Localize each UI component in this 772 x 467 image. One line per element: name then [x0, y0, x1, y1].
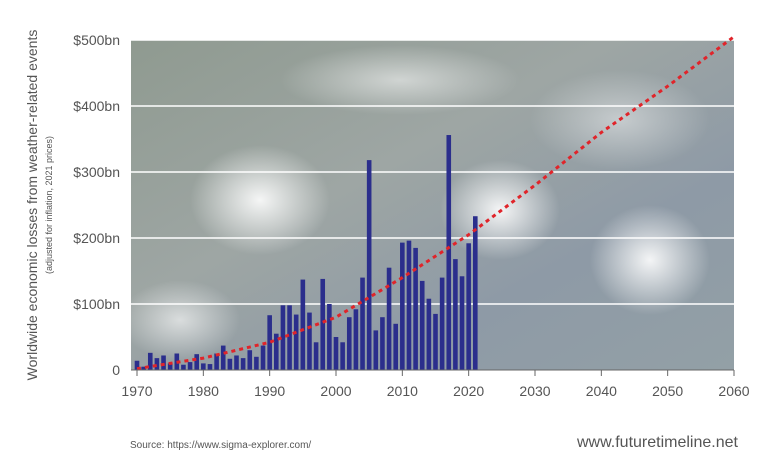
bar-2010 [400, 242, 405, 370]
bar-1981 [207, 364, 213, 370]
bar-2006 [373, 330, 379, 370]
bar-2020 [466, 243, 471, 370]
bar-2012 [413, 247, 418, 370]
bar-1993 [287, 305, 292, 370]
bar-2018 [453, 259, 458, 370]
x-tick-label: 2060 [718, 383, 749, 399]
bar-2007 [380, 317, 385, 370]
bar-1995 [300, 279, 306, 370]
bar-1975 [167, 363, 173, 370]
bar-1970 [134, 360, 140, 370]
bar-2014 [426, 298, 432, 370]
bar-1986 [240, 358, 246, 370]
source-note: Source: https://www.sigma-explorer.com/ [130, 440, 312, 451]
bar-2000 [333, 337, 339, 370]
bar-1980 [201, 363, 206, 370]
bar-2013 [419, 280, 425, 370]
bar-1985 [234, 355, 239, 370]
x-tick-label: 2000 [320, 383, 351, 399]
bar-1994 [293, 314, 299, 370]
y-tick-label: $300bn [73, 164, 120, 180]
x-tick-label: 2030 [519, 383, 550, 399]
x-tick-label: 2010 [387, 383, 418, 399]
bar-1991 [274, 333, 279, 370]
bar-2004 [360, 277, 365, 370]
y-axis-subtitle: (adjusted for inflation, 2021 prices) [44, 136, 54, 274]
y-tick-label: 0 [112, 362, 120, 378]
bar-1996 [307, 312, 312, 370]
bar-2001 [340, 342, 345, 370]
bar-2019 [459, 276, 465, 370]
bar-1999 [327, 304, 332, 370]
x-tick-label: 2050 [652, 383, 683, 399]
bar-1982 [214, 353, 219, 370]
site-name: www.futuretimeline.net [577, 434, 738, 451]
y-tick-label: $100bn [73, 296, 120, 312]
y-tick-label: $400bn [73, 98, 120, 114]
bar-2016 [439, 277, 445, 370]
bar-1978 [187, 362, 193, 370]
bar-2009 [393, 323, 398, 370]
bar-2021 [473, 216, 478, 370]
bar-1990 [267, 315, 272, 370]
bar-1989 [260, 345, 266, 370]
satellite-background [120, 40, 734, 370]
y-axis-title: Worldwide economic losses from weather-r… [24, 30, 40, 381]
bar-1997 [313, 342, 319, 370]
x-tick-label: 2040 [586, 383, 617, 399]
bar-2008 [386, 267, 392, 370]
bar-2015 [433, 313, 438, 370]
bar-1983 [220, 345, 226, 370]
bar-2002 [346, 317, 352, 370]
bar-2017 [446, 135, 452, 370]
trend-line [136, 35, 735, 371]
bar-1979 [194, 354, 199, 370]
bar-1987 [247, 350, 253, 370]
bar-1988 [254, 356, 259, 370]
bar-1992 [280, 305, 286, 370]
bar-1973 [154, 358, 160, 370]
bar-1977 [181, 364, 186, 370]
bar-2005 [366, 160, 372, 370]
y-tick-label: $200bn [73, 230, 120, 246]
y-tick-label: $500bn [73, 32, 120, 48]
bar-1984 [227, 358, 233, 370]
bar-2003 [353, 309, 359, 370]
x-tick-label: 1970 [121, 383, 152, 399]
bar-2011 [406, 240, 412, 370]
bar-1971 [141, 366, 146, 370]
bar-1974 [161, 355, 166, 370]
x-tick-label: 2020 [453, 383, 484, 399]
x-tick-label: 1980 [188, 383, 219, 399]
bar-1972 [147, 352, 153, 370]
x-tick-label: 1990 [254, 383, 285, 399]
bar-1998 [320, 278, 326, 370]
